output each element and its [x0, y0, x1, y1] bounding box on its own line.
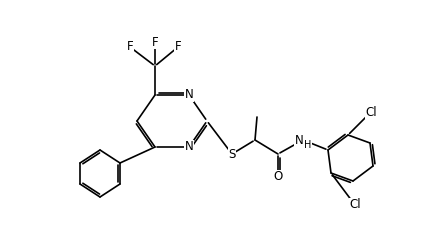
Text: H: H: [304, 140, 312, 150]
Text: N: N: [295, 134, 304, 147]
Text: N: N: [184, 140, 193, 154]
Text: F: F: [152, 35, 158, 49]
Text: F: F: [175, 40, 181, 54]
Text: O: O: [273, 170, 283, 183]
Text: F: F: [127, 40, 133, 54]
Text: Cl: Cl: [365, 105, 377, 119]
Text: S: S: [228, 148, 236, 160]
Text: Cl: Cl: [349, 198, 361, 212]
Text: N: N: [184, 89, 193, 101]
